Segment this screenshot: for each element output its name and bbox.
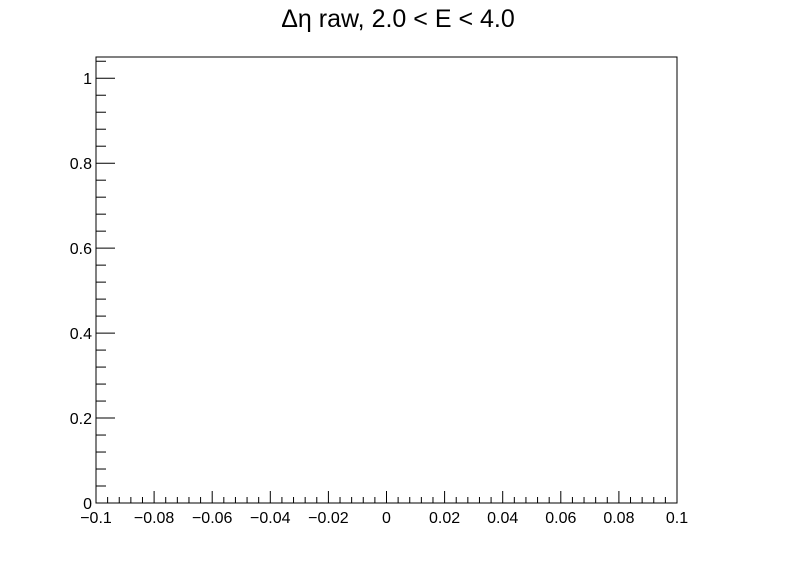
plot-frame-group [95,56,678,504]
x-tick-label: 0.06 [545,510,576,527]
x-tick-label: −0.04 [250,510,291,527]
x-tick-label: −0.06 [192,510,233,527]
x-tick-label: −0.02 [308,510,349,527]
x-tick-label: 0.1 [666,510,688,527]
x-tick-label: 0.08 [603,510,634,527]
y-tick-label: 1 [83,71,92,88]
y-tick-label: 0.8 [70,156,92,173]
x-tick-label: −0.08 [134,510,175,527]
plot-frame [95,56,678,504]
x-tick-label: 0.04 [487,510,518,527]
y-tick-label: 0.4 [70,326,92,343]
x-tick-label: −0.1 [80,510,112,527]
x-axis: −0.1 −0.08 −0.06 −0.04 −0.02 0 0.02 0.04 0.06 0.0… [80,491,688,527]
chart-title: Δη raw, 2.0 < E < 4.0 [281,5,515,33]
y-tick-label: 0 [83,496,92,513]
x-tick-label: 0.02 [429,510,460,527]
y-axis: 0 0.2 0.4 0.6 0.8 1 [70,60,115,513]
y-tick-label: 0.2 [70,411,92,428]
y-tick-label: 0.6 [70,241,92,258]
x-tick-label: 0 [382,510,391,527]
